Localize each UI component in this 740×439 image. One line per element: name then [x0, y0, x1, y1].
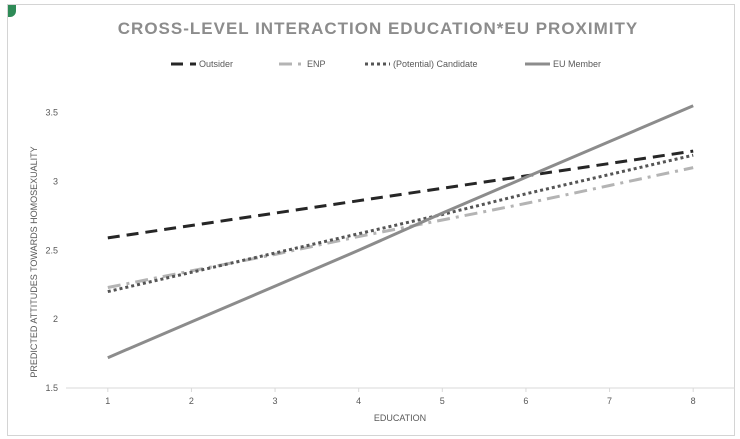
- legend: Outsider ENP (Potential) Candidate EU Membe…: [171, 59, 601, 69]
- y-axis-label: PREDICTED ATTITUDES TOWARDS HOMOSEXUALIT…: [29, 146, 39, 377]
- chart-frame: [7, 4, 735, 436]
- legend-label: ENP: [307, 59, 326, 69]
- y-tick-label: 2.5: [45, 245, 58, 255]
- x-tick-label: 5: [440, 396, 445, 406]
- y-tick-label: 1.5: [45, 383, 58, 393]
- y-tick-label: 2: [53, 314, 58, 324]
- x-tick-label: 2: [189, 396, 194, 406]
- x-tick-label: 7: [607, 396, 612, 406]
- series-line-enp: [107, 166, 694, 289]
- x-tick-label: 8: [691, 396, 696, 406]
- series-line-eu-member: [107, 104, 694, 360]
- series-line-potential-candidate: [107, 153, 694, 294]
- series-group: [107, 104, 694, 360]
- y-tick-label: 3: [53, 176, 58, 186]
- x-tick-label: 4: [356, 396, 361, 406]
- x-tick-label: 1: [105, 396, 110, 406]
- y-tick-label: 3.5: [45, 108, 58, 118]
- x-tick-label: 6: [523, 396, 528, 406]
- legend-label: (Potential) Candidate: [393, 59, 478, 69]
- x-tick-label: 3: [273, 396, 278, 406]
- legend-label: Outsider: [199, 59, 233, 69]
- legend-label: EU Member: [553, 59, 601, 69]
- chart-title: CROSS-LEVEL INTERACTION EDUCATION*EU PRO…: [118, 19, 638, 38]
- x-axis-label: EDUCATION: [374, 413, 426, 423]
- corner-accent: [8, 5, 16, 17]
- axes: 1.5 2 2.5 3 3.5 1 2 3 4 5 6 7 8: [45, 108, 735, 406]
- series-line-outsider: [107, 149, 694, 240]
